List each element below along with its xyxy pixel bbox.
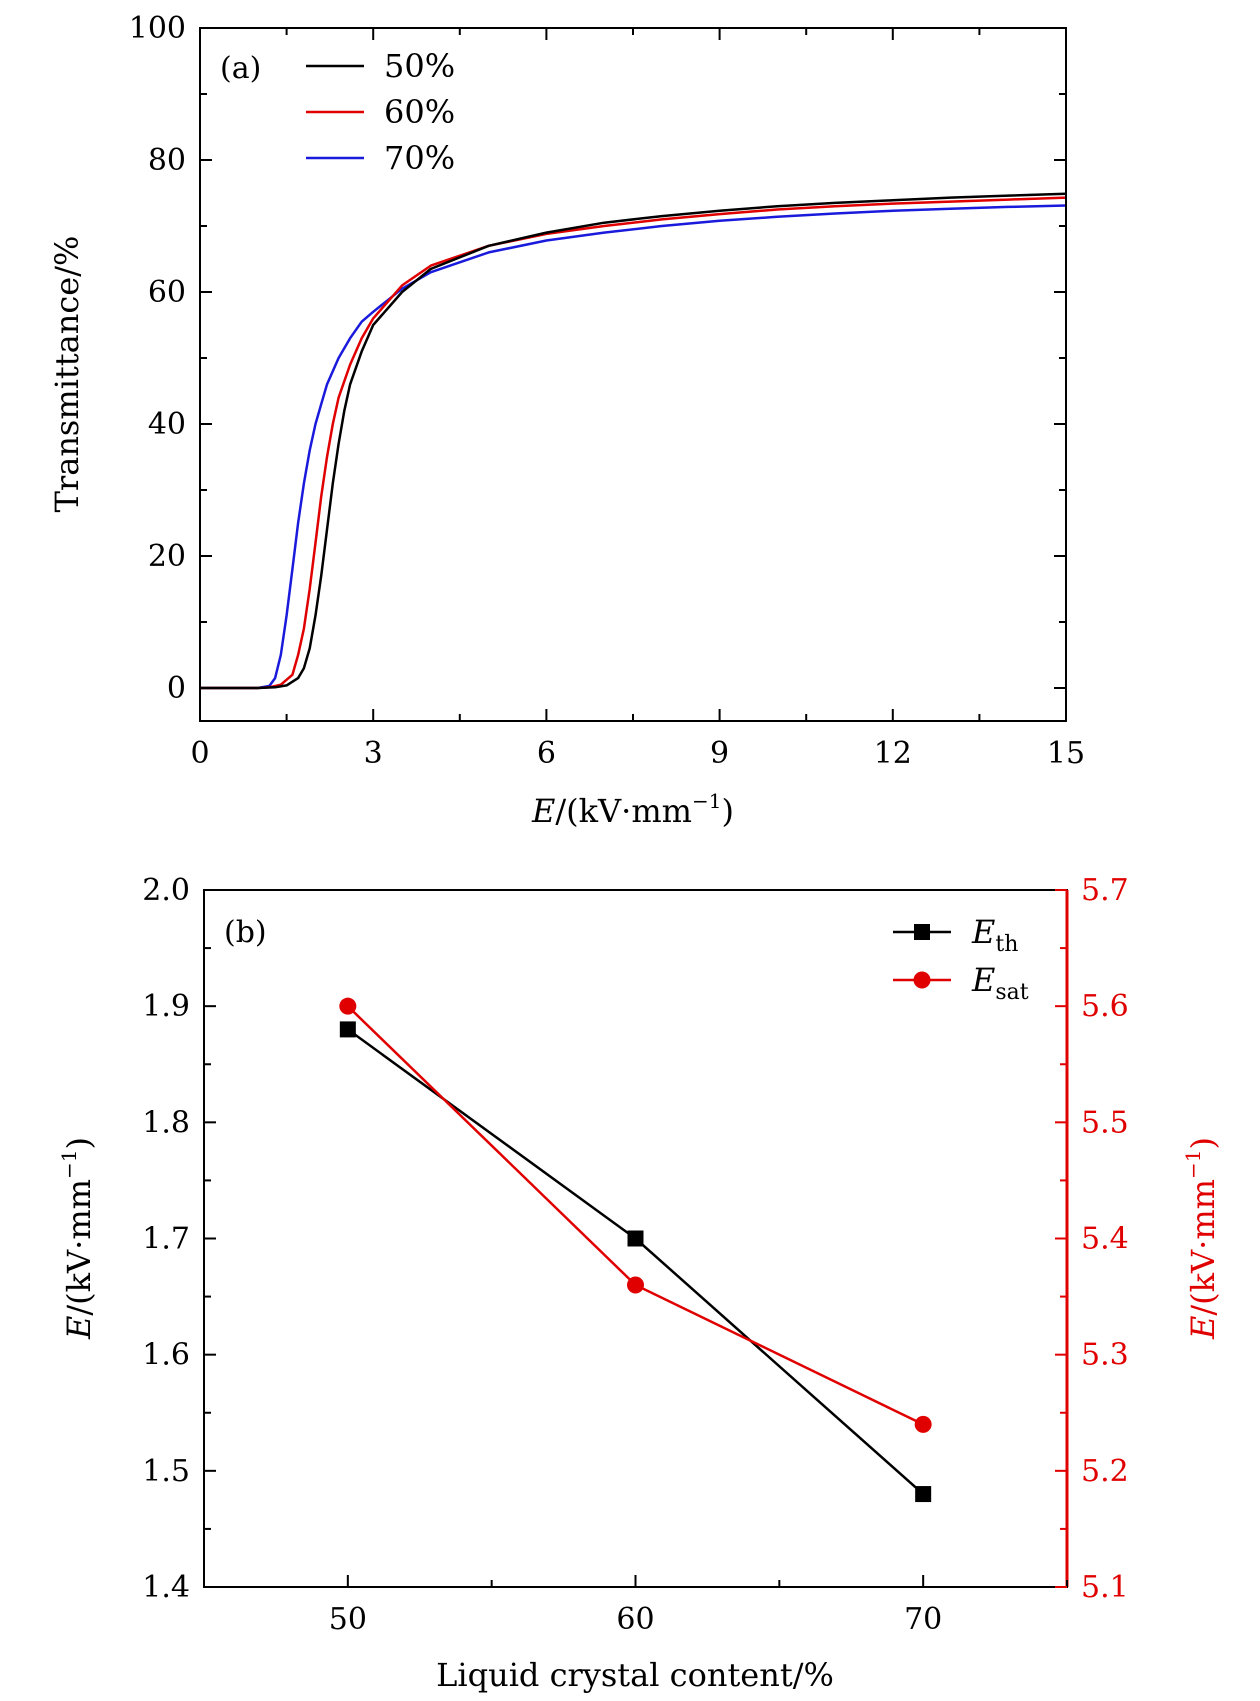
panel-b-label: (b) [224, 915, 267, 950]
panel-a-ytick-label: 0 [167, 671, 186, 706]
panel-a-xlabel-unit: /(kV·mm [555, 792, 692, 830]
panel-b-series-line-th [348, 1029, 923, 1494]
panel-b-ytick-left-label: 1.9 [142, 989, 190, 1024]
panel-b-xtick-label: 70 [904, 1602, 942, 1637]
panel-b-ytick-right-label: 5.5 [1081, 1105, 1129, 1140]
panel-a-ytick-label: 100 [129, 11, 186, 46]
panel-b-legend-label-sub: sat [995, 980, 1028, 1005]
panel-a-frame [200, 28, 1066, 721]
panel-a-ytick-label: 60 [148, 275, 186, 310]
figure: 0 3 6 9 12 15020406080100 (a) 50%60%70% E/(kV… [0, 0, 1260, 1701]
panel-b-ylabel-left-var: E [60, 1316, 98, 1340]
panel-a-series-line-60pct [200, 198, 1066, 688]
panel-b-xtick-label: 60 [616, 1602, 654, 1637]
panel-b-ytick-left-label: 1.8 [142, 1105, 190, 1140]
panel-a-ylabel: Transmittance/% [48, 236, 86, 513]
panel-b-marker-sat [915, 1416, 932, 1433]
panel-b-legend-swatch-marker [914, 972, 931, 989]
panel-b-xlabel: Liquid crystal content/% [436, 1656, 834, 1694]
panel-b-ytick-right-label: 5.4 [1081, 1222, 1129, 1257]
panel-b-ytick-right-label: 5.3 [1081, 1338, 1129, 1373]
panel-b-marker-sat [627, 1276, 644, 1293]
panel-b: 50 60 70 1.4 1.5 1.6 1.7 1.8 1.9 2.0 5.1 5.2 5.3 5.4 5… [57, 873, 1222, 1694]
panel-b-xtick-label: 50 [329, 1602, 367, 1637]
panel-b-ylabel-left: E/(kV·mm−1) [57, 1137, 98, 1340]
panel-b-legend-label-var: E [971, 913, 995, 951]
panel-a-series-group [200, 194, 1066, 688]
panel-b-ylabel-right: E/(kV·mm−1) [1181, 1137, 1222, 1340]
panel-b-legend-label: Eth [971, 913, 1018, 957]
panel-b-series-line-sat [348, 1006, 923, 1424]
panel-b-marker-th [340, 1021, 356, 1037]
panel-a-legend-label: 70% [384, 139, 455, 177]
panel-b-marker-th [628, 1231, 644, 1247]
panel-a-xtick-label: 0 [190, 736, 209, 771]
panel-a-legend-label: 60% [384, 93, 455, 131]
panel-b-series-group [339, 998, 931, 1502]
panel-a-xlabel-close: ) [721, 792, 733, 830]
panel-a-xlabel-sup: −1 [692, 789, 721, 813]
panel-b-legend-label-sub: th [995, 932, 1018, 957]
panel-b-ylabel-right-var: E [1184, 1316, 1222, 1340]
panel-b-marker-th [915, 1486, 931, 1502]
panel-a-label: (a) [220, 51, 261, 86]
panel-a-legend: 50% 60% 70% [306, 47, 455, 177]
panel-a-xlabel: E/(kV·mm−1) [531, 789, 734, 830]
panel-b-ytick-left-label: 1.6 [142, 1338, 190, 1373]
panel-b-ytick-left-label: 1.5 [142, 1454, 190, 1489]
panel-b-ytick-left-label: 1.7 [142, 1222, 190, 1257]
panel-b-ytick-left-label: 2.0 [142, 873, 190, 908]
panel-b-ytick-right-label: 5.7 [1081, 873, 1129, 908]
panel-b-ylabel-right-close: ) [1184, 1137, 1222, 1149]
panel-a-legend-label: 50% [384, 47, 455, 85]
panel-a-ytick-label: 80 [148, 143, 186, 178]
panel-a-xtick-label: 12 [874, 736, 912, 771]
panel-b-legend-label-var: E [971, 961, 995, 999]
panel-b-ytick-right-label: 5.6 [1081, 989, 1129, 1024]
panel-a-xtick-label: 6 [537, 736, 556, 771]
panel-b-legend-swatch-marker [914, 924, 930, 940]
panel-a-ytick-label: 40 [148, 407, 186, 442]
panel-a-xtick-label: 15 [1047, 736, 1085, 771]
panel-b-marker-sat [339, 998, 356, 1015]
panel-b-ytick-right-label: 5.2 [1081, 1454, 1129, 1489]
panel-a-xtick-label: 9 [710, 736, 729, 771]
panel-b-ylabel-left-sup: −1 [57, 1150, 81, 1179]
panel-a-xlabel-var: E [531, 792, 555, 830]
panel-b-ylabel-right-unit: /(kV·mm [1184, 1179, 1222, 1316]
panel-a-ticks: 0 3 6 9 12 15 0 20 40 60 80 100 [129, 11, 1085, 771]
panel-b-ylabel-left-close: ) [60, 1137, 98, 1149]
panel-b-ylabel-left-unit: /(kV·mm [60, 1179, 98, 1316]
panel-a-xtick-label: 3 [364, 736, 383, 771]
panel-b-ylabel-right-sup: −1 [1181, 1150, 1205, 1179]
panel-a: 0 3 6 9 12 15 0 20 40 60 80 100 (a) 50% 60% 70% E/(kV… [48, 11, 1085, 830]
panel-b-ytick-right-label: 5.1 [1081, 1570, 1129, 1605]
panel-a-ytick-label: 20 [148, 539, 186, 574]
panel-b-ytick-left-label: 1.4 [142, 1570, 190, 1605]
panel-b-legend-label: Esat [971, 961, 1029, 1005]
